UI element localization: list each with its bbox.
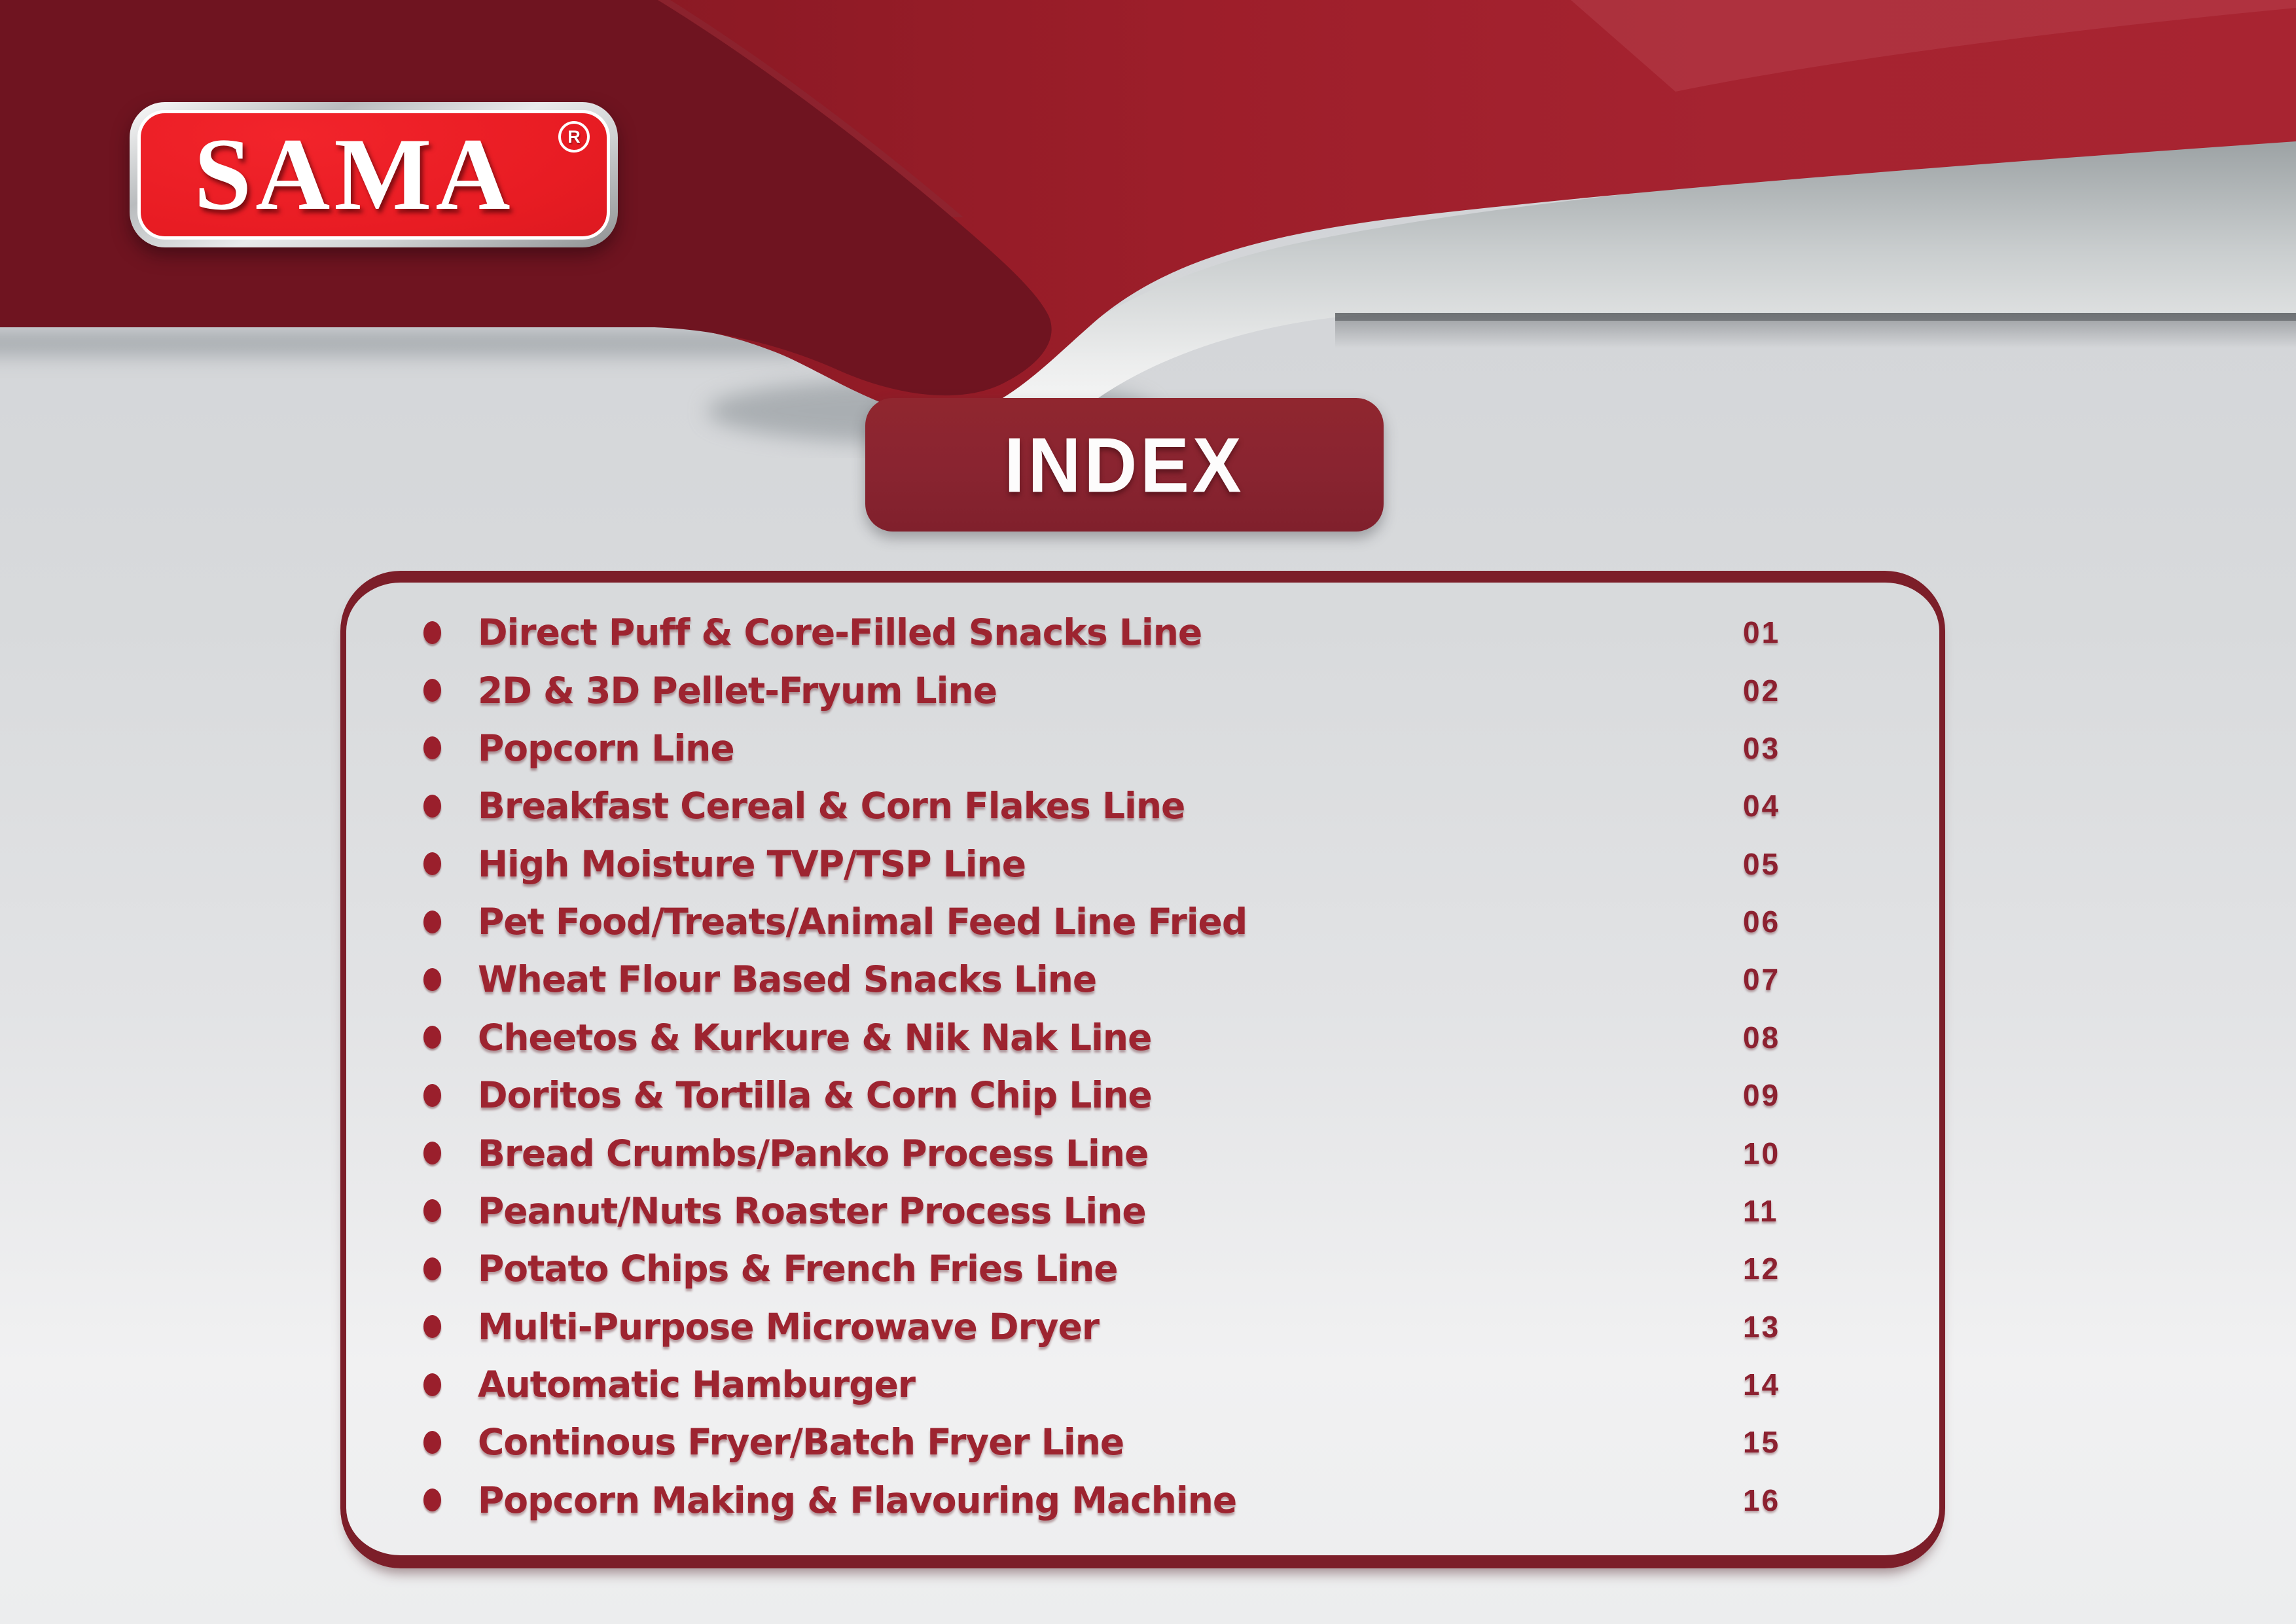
- bullet-icon: [423, 1199, 441, 1223]
- registered-trademark-icon: R: [558, 121, 590, 153]
- index-list-box: Direct Puff & Core-Filled Snacks Line 01…: [340, 571, 1945, 1568]
- page-title-plate: INDEX: [865, 398, 1384, 532]
- list-item[interactable]: Cheetos & Kurkure & Nik Nak Line 08: [346, 1009, 1939, 1066]
- list-item[interactable]: Peanut/Nuts Roaster Process Line 11: [346, 1182, 1939, 1240]
- page-title: INDEX: [1004, 421, 1245, 509]
- bullet-icon: [423, 1315, 441, 1339]
- bullet-icon: [423, 967, 441, 991]
- bullet-icon: [423, 736, 441, 760]
- item-label: Continous Fryer/Batch Fryer Line: [478, 1421, 1124, 1464]
- list-item[interactable]: 2D & 3D Pellet-Fryum Line 02: [346, 661, 1939, 719]
- list-item[interactable]: Breakfast Cereal & Corn Flakes Line 04: [346, 777, 1939, 835]
- index-list: Direct Puff & Core-Filled Snacks Line 01…: [346, 583, 1939, 1555]
- item-label: Bread Crumbs/Panko Process Line: [478, 1132, 1149, 1174]
- item-page-number: 06: [1743, 905, 1781, 939]
- item-page-number: 09: [1743, 1078, 1781, 1113]
- bullet-icon: [423, 1083, 441, 1107]
- item-page-number: 07: [1743, 962, 1781, 997]
- list-item[interactable]: Wheat Flour Based Snacks Line 07: [346, 950, 1939, 1008]
- list-item[interactable]: Direct Puff & Core-Filled Snacks Line 01: [346, 604, 1939, 661]
- item-page-number: 16: [1743, 1483, 1781, 1517]
- list-item[interactable]: Bread Crumbs/Panko Process Line 10: [346, 1124, 1939, 1182]
- bullet-icon: [423, 1489, 441, 1512]
- bullet-icon: [423, 1430, 441, 1454]
- item-page-number: 05: [1743, 846, 1781, 881]
- item-page-number: 04: [1743, 789, 1781, 823]
- item-label: Multi-Purpose Microwave Dryer: [478, 1305, 1100, 1348]
- list-item[interactable]: Multi-Purpose Microwave Dryer 13: [346, 1298, 1939, 1356]
- bullet-icon: [423, 794, 441, 818]
- item-page-number: 11: [1743, 1193, 1779, 1228]
- list-item[interactable]: Popcorn Line 03: [346, 719, 1939, 777]
- bullet-icon: [423, 1373, 441, 1396]
- item-label: Breakfast Cereal & Corn Flakes Line: [478, 785, 1185, 827]
- item-label: Cheetos & Kurkure & Nik Nak Line: [478, 1016, 1152, 1058]
- item-label: Pet Food/Treats/Animal Feed Line Fried: [478, 901, 1247, 943]
- bullet-icon: [423, 621, 441, 644]
- item-label: Doritos & Tortilla & Corn Chip Line: [478, 1074, 1153, 1117]
- item-page-number: 15: [1743, 1425, 1781, 1460]
- item-page-number: 13: [1743, 1309, 1781, 1344]
- bullet-icon: [423, 679, 441, 702]
- item-label: Popcorn Making & Flavouring Machine: [478, 1479, 1237, 1521]
- item-label: Automatic Hamburger: [478, 1363, 916, 1406]
- item-label: Popcorn Line: [478, 727, 735, 769]
- item-page-number: 10: [1743, 1136, 1781, 1170]
- bullet-icon: [423, 852, 441, 876]
- list-item[interactable]: High Moisture TVP/TSP Line 05: [346, 835, 1939, 893]
- brand-logo: SAMA R: [130, 102, 618, 247]
- list-item[interactable]: Automatic Hamburger 14: [346, 1356, 1939, 1413]
- item-page-number: 14: [1743, 1367, 1781, 1402]
- item-label: High Moisture TVP/TSP Line: [478, 842, 1026, 885]
- bullet-icon: [423, 910, 441, 933]
- item-page-number: 02: [1743, 673, 1781, 708]
- item-label: 2D & 3D Pellet-Fryum Line: [478, 669, 997, 712]
- item-page-number: 03: [1743, 731, 1781, 765]
- list-item[interactable]: Popcorn Making & Flavouring Machine 16: [346, 1471, 1939, 1529]
- item-page-number: 01: [1743, 615, 1781, 650]
- list-item[interactable]: Continous Fryer/Batch Fryer Line 15: [346, 1413, 1939, 1471]
- bullet-icon: [423, 1026, 441, 1049]
- item-page-number: 12: [1743, 1252, 1781, 1286]
- item-label: Peanut/Nuts Roaster Process Line: [478, 1189, 1147, 1232]
- item-label: Potato Chips & French Fries Line: [478, 1248, 1119, 1290]
- item-page-number: 08: [1743, 1020, 1781, 1055]
- bullet-icon: [423, 1257, 441, 1280]
- list-item[interactable]: Potato Chips & French Fries Line 12: [346, 1240, 1939, 1297]
- bullet-icon: [423, 1142, 441, 1165]
- brand-logo-plate: SAMA R: [137, 110, 610, 240]
- item-label: Direct Puff & Core-Filled Snacks Line: [478, 611, 1202, 654]
- list-item[interactable]: Doritos & Tortilla & Corn Chip Line 09: [346, 1066, 1939, 1124]
- list-item[interactable]: Pet Food/Treats/Animal Feed Line Fried 0…: [346, 893, 1939, 950]
- brand-logo-text: SAMA: [194, 117, 514, 232]
- item-label: Wheat Flour Based Snacks Line: [478, 958, 1097, 1001]
